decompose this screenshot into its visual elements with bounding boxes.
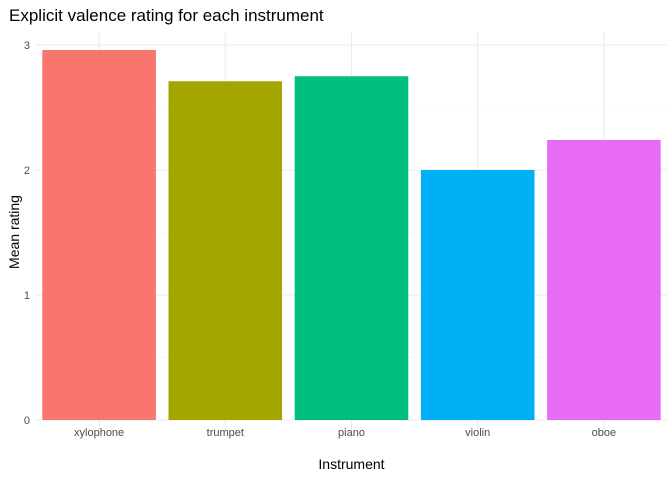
bar-oboe (547, 140, 661, 420)
y-axis-title: Mean rating (6, 195, 22, 269)
x-tick-label: piano (338, 427, 365, 439)
bars (42, 50, 661, 420)
bar-xylophone (42, 50, 156, 420)
x-axis-title: Instrument (318, 456, 384, 472)
y-tick-label: 1 (24, 290, 30, 302)
x-tick-label: oboe (592, 427, 616, 439)
x-tick-label: xylophone (74, 427, 124, 439)
y-tick-label: 0 (24, 415, 30, 427)
bar-piano (294, 76, 409, 420)
y-axis-ticks: 0 1 2 3 (24, 40, 30, 427)
y-tick-label: 2 (24, 165, 30, 177)
x-axis-ticks: xylophone trumpet piano violin oboe (74, 427, 616, 439)
bar-violin (420, 170, 535, 420)
bar-trumpet (168, 81, 283, 420)
y-tick-label: 3 (24, 40, 30, 52)
x-tick-label: violin (465, 427, 490, 439)
x-tick-label: trumpet (207, 427, 244, 439)
chart-title: Explicit valence rating for each instrum… (9, 6, 324, 25)
